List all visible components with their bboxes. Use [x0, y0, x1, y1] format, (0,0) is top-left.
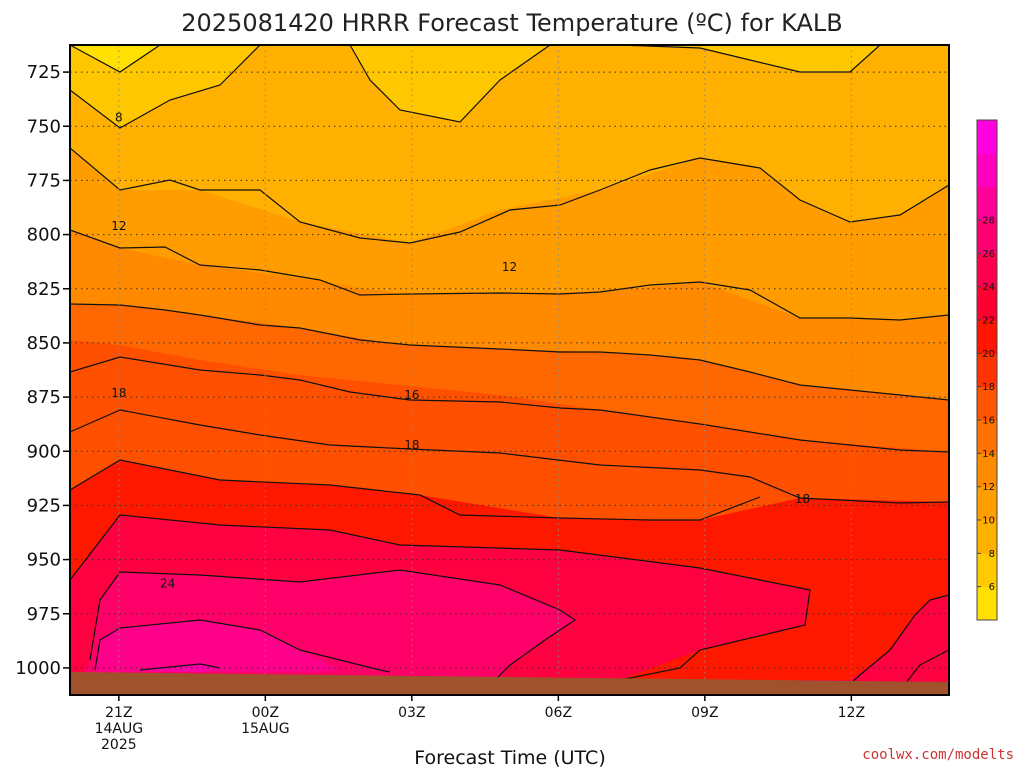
colorbar-swatch — [977, 586, 997, 621]
x-tick-label: 15AUG — [241, 721, 290, 737]
contour-line — [70, 459, 761, 521]
x-tick-label: 14AUG — [95, 721, 144, 737]
colorbar-swatch — [977, 553, 997, 588]
contour-label: 12 — [502, 260, 517, 274]
y-tick-label: 900 — [27, 441, 61, 462]
contour-line — [70, 229, 949, 321]
y-tick-label: 875 — [27, 387, 61, 408]
contour-line — [70, 356, 949, 453]
colorbar-swatch — [977, 153, 997, 188]
y-axis: 725 750 775 800 825 850 875 900 925 950 975 1000 — [15, 62, 70, 679]
colorbar-label: 6 — [989, 582, 995, 593]
y-tick-label: 850 — [27, 333, 61, 354]
contour-line — [70, 147, 949, 244]
colorbar-swatch — [977, 253, 997, 288]
colorbar-swatch — [977, 386, 997, 421]
terrain-mask — [70, 672, 949, 695]
x-tick-label: 21Z — [105, 705, 132, 721]
x-axis-title: Forecast Time (UTC) — [414, 747, 605, 768]
contour-line — [94, 619, 391, 673]
colorbar-label: 14 — [982, 449, 995, 460]
colorbar-swatch — [977, 186, 997, 221]
colorbar-swatch — [977, 353, 997, 388]
y-tick-label: 1000 — [15, 658, 61, 679]
x-tick-label: 00Z — [252, 705, 279, 721]
contour-label: 16 — [404, 388, 419, 402]
band-24-26 — [95, 620, 340, 672]
y-tick-label: 775 — [27, 170, 61, 191]
colorbar-label: 20 — [982, 349, 995, 360]
contour-label: 18 — [795, 492, 810, 506]
colorbar-swatch — [977, 453, 997, 488]
x-tick-label: 12Z — [838, 705, 865, 721]
contour-line — [349, 45, 551, 123]
y-tick-label: 950 — [27, 550, 61, 571]
contour-line — [70, 409, 949, 504]
contour-line — [139, 663, 221, 671]
band-le-8 — [70, 45, 949, 128]
x-tick-label: 2025 — [101, 737, 137, 753]
colorbar-swatch — [977, 286, 997, 321]
colorbar-swatch — [977, 486, 997, 521]
colorbar-label: 28 — [982, 216, 995, 227]
colorbar-label: 22 — [982, 316, 995, 327]
y-tick-label: 925 — [27, 495, 61, 516]
colorbar-swatch — [977, 520, 997, 554]
colorbar: 6 8 10 12 14 16 18 20 22 24 26 28 — [976, 119, 998, 621]
contour-label: 18 — [404, 438, 419, 452]
credit-text: coolwx.com/modelts — [862, 747, 1014, 763]
plot-frame — [69, 44, 950, 696]
colorbar-label: 8 — [989, 549, 995, 560]
colorbar-swatch — [977, 320, 997, 354]
colorbar-swatch — [977, 120, 997, 154]
grid-lines — [70, 45, 949, 695]
colorbar-label: 18 — [982, 382, 995, 393]
colorbar-label: 16 — [982, 416, 995, 427]
y-tick-label: 825 — [27, 279, 61, 300]
colorbar-swatch — [977, 220, 997, 254]
contour-line — [89, 569, 577, 686]
y-tick-label: 725 — [27, 62, 61, 83]
colorbar-swatch — [977, 420, 997, 454]
y-tick-label: 750 — [27, 116, 61, 137]
plot-area: 812121618181824 — [70, 45, 949, 695]
contour-line — [619, 45, 881, 73]
temperature-bands — [70, 45, 949, 695]
chart-title: 2025081420 HRRR Forecast Temperature (ºC… — [181, 9, 843, 37]
contour-lines — [70, 45, 949, 686]
contour-line — [904, 649, 949, 685]
band-le-6 — [70, 45, 160, 72]
colorbar-label: 12 — [982, 482, 995, 493]
colorbar-frame — [976, 119, 998, 621]
contour-label: 12 — [111, 219, 126, 233]
contour-line — [70, 514, 811, 681]
band-le-10 — [70, 45, 949, 243]
x-tick-label: 09Z — [691, 705, 718, 721]
contour-line — [849, 594, 949, 685]
colorbar-label: 24 — [982, 282, 995, 293]
contour-line — [70, 303, 949, 401]
contour-line — [70, 45, 261, 129]
y-tick-label: 975 — [27, 604, 61, 625]
x-tick-label: 06Z — [545, 705, 572, 721]
colorbar-label: 26 — [982, 249, 995, 260]
colorbar-label: 10 — [982, 516, 995, 527]
contour-label: 24 — [160, 576, 175, 590]
y-tick-label: 800 — [27, 225, 61, 246]
x-tick-label: 03Z — [398, 705, 425, 721]
